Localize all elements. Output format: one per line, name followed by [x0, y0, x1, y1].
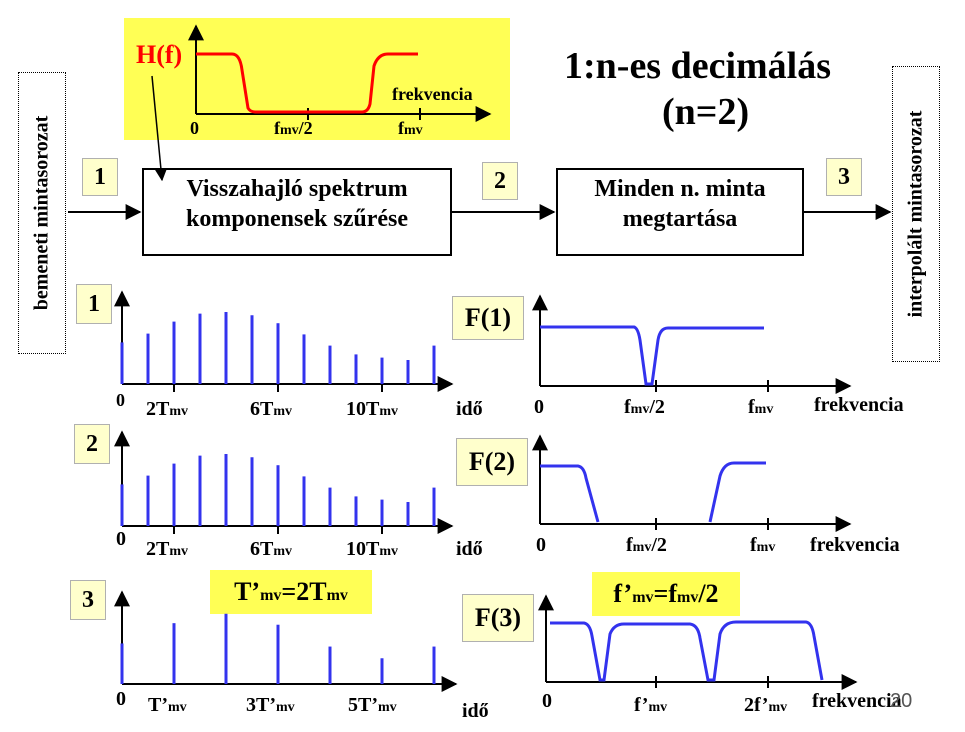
row3-samples [120, 613, 436, 684]
row2-time-axis: idő [456, 538, 483, 560]
row3-spectrum-label: F(3) [462, 594, 534, 642]
row2-time-axes [114, 430, 454, 534]
stage-2-marker: 2 [482, 162, 518, 200]
stage-3-marker: 3 [826, 158, 862, 196]
inset-tick-zero: 0 [190, 118, 199, 138]
hf-label: H(f) [136, 40, 183, 69]
row1-number: 1 [76, 284, 112, 324]
row3-freq-tick-2: 2f’mv [744, 694, 788, 716]
row1-time-tick-2: 6Tmv [250, 398, 293, 420]
title-line2: (n=2) [662, 91, 750, 133]
hf-pointer-arrow [151, 75, 167, 182]
inset-axis-label: frekvencia [392, 84, 473, 104]
row2-spectrum-label: F(2) [456, 438, 528, 486]
page-number: 20 [890, 690, 913, 712]
output-sequence-label: interpolált mintasorozat [892, 66, 940, 362]
row1-spectrum [540, 325, 764, 386]
row3-freq-tick-1: f’mv [634, 694, 668, 716]
row2-samples [120, 454, 436, 526]
row3-time-axis: idő [462, 700, 489, 722]
row1-zero: 0 [116, 390, 125, 410]
row1-freq-zero: 0 [534, 396, 544, 418]
row2-freq-zero: 0 [536, 534, 546, 556]
row3-time-axes [114, 590, 458, 692]
row3-freq-axis: frekvencia [812, 690, 902, 712]
title-line1: 1:n-es decimálás [564, 45, 832, 87]
inset-tick-full: fmv [398, 118, 423, 138]
row2-time-tick-2: 6Tmv [250, 538, 293, 560]
row1-time-tick-3: 10Tmv [346, 398, 399, 420]
row2-time-tick-3: 10Tmv [346, 538, 399, 560]
row2-freq-axis: frekvencia [810, 534, 900, 556]
stage-1-marker: 1 [82, 158, 118, 196]
row3-time-tick-2: 3T’mv [246, 694, 295, 716]
row2-freq-tick-2: fmv [750, 534, 776, 556]
row3-number: 3 [70, 580, 106, 620]
row2-freq-axes [532, 434, 852, 532]
row1-samples [120, 312, 436, 384]
row2-spectrum [540, 461, 766, 523]
t-formula: T’mv=2Tmv [210, 570, 372, 614]
row1-freq-axes [532, 294, 852, 394]
row3-freq-axes [538, 594, 858, 690]
row2-zero: 0 [116, 528, 126, 550]
f-formula: f’mv=fmv/2 [592, 572, 740, 616]
row3-zero: 0 [116, 688, 126, 710]
inset-tick-half: fmv/2 [274, 118, 313, 138]
row3-freq-zero: 0 [542, 690, 552, 712]
filter-block: Visszahajló spektrum komponensek szűrése [142, 168, 452, 256]
row3-time-tick-1: T’mv [148, 694, 187, 716]
row3-time-tick-3: 5T’mv [348, 694, 397, 716]
row2-time-tick-1: 2Tmv [146, 538, 189, 560]
row3-spectrum [550, 620, 824, 682]
row1-time-axes [114, 290, 454, 392]
keep-nth-block: Minden n. minta megtartása [556, 168, 804, 256]
row2-freq-tick-1: fmv/2 [626, 534, 667, 556]
input-sequence-label: bemeneti mintasorozat [18, 72, 66, 354]
row1-freq-tick-2: fmv [748, 396, 774, 418]
row1-spectrum-label: F(1) [452, 296, 524, 340]
row1-time-axis: idő [456, 398, 483, 420]
row1-freq-axis: frekvencia [814, 394, 904, 416]
row1-time-tick-1: 2Tmv [146, 398, 189, 420]
row2-number: 2 [74, 424, 110, 464]
hf-curve [196, 52, 418, 114]
row1-freq-tick-1: fmv/2 [624, 396, 665, 418]
